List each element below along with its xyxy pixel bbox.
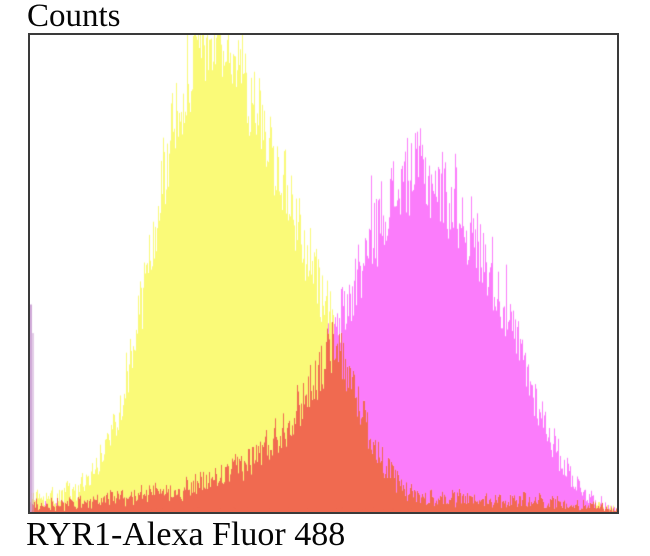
histogram-canvas <box>30 35 617 512</box>
x-axis-title: RYR1-Alexa Fluor 488 <box>26 516 346 553</box>
y-axis-title: Counts <box>27 0 121 34</box>
plot-area <box>28 33 619 514</box>
